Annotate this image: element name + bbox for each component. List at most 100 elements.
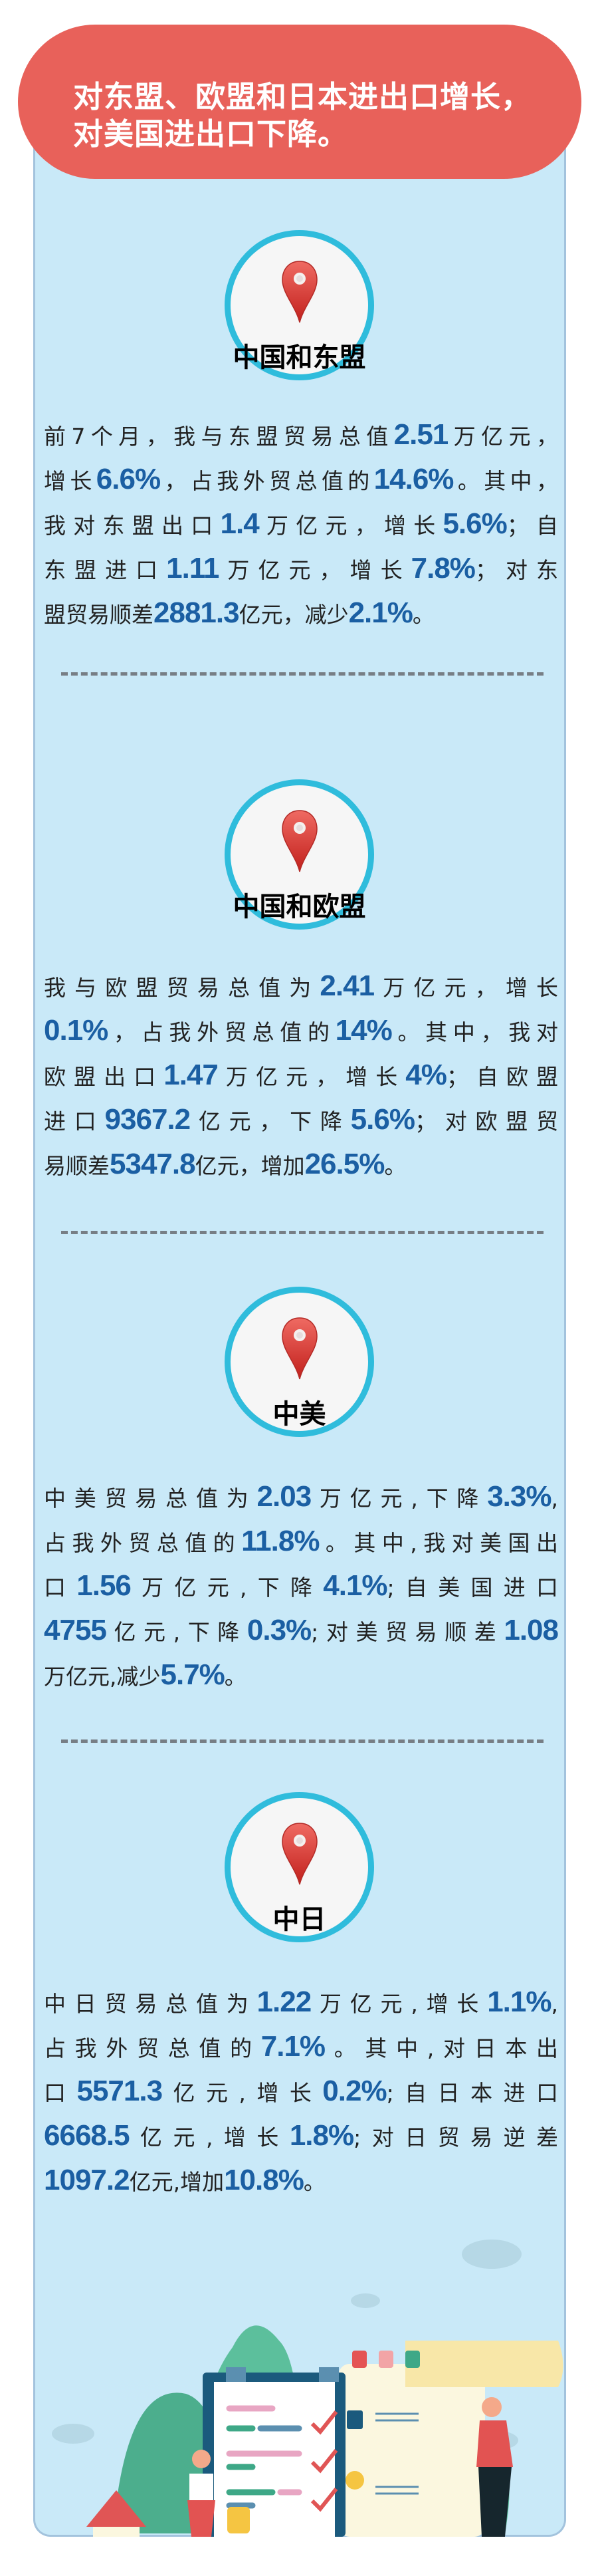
text-segment: 。 — [303, 2169, 326, 2195]
text-segment: 万亿元， — [448, 424, 558, 450]
text-segment: 万亿元，增长 — [374, 975, 559, 1001]
highlight-number: 6.6% — [96, 463, 161, 495]
text-segment: 。其中， — [453, 468, 559, 494]
text-segment: 亿元,下降 — [106, 1619, 247, 1645]
highlight-number: 26.5% — [304, 1148, 385, 1180]
highlight-number: 1.8% — [289, 2119, 354, 2152]
map-pin-icon — [281, 1822, 318, 1886]
text-segment: 。 — [412, 602, 435, 628]
text-segment: 欧盟出口 — [44, 1064, 164, 1090]
highlight-number: 2.41 — [320, 969, 375, 1002]
highlight-number: 5.7% — [160, 1658, 225, 1691]
text-segment: ;对美贸易顺差 — [311, 1619, 504, 1645]
text-segment: , — [551, 1991, 559, 2017]
text-segment: , — [551, 1485, 559, 1511]
highlight-number: 0.3% — [247, 1614, 312, 1646]
text-segment: 中美贸易总值为 — [44, 1485, 257, 1511]
text-segment: 东盟进口 — [44, 557, 167, 583]
text-segment: 万亿元,减少 — [44, 1664, 161, 1690]
text-segment: 万亿元,增长 — [311, 1991, 488, 2017]
highlight-number: 0.1% — [44, 1014, 108, 1047]
highlight-number: 2.1% — [348, 596, 413, 629]
text-segment: ;自美国进口 — [387, 1575, 558, 1601]
text-segment: 万亿元,下降 — [311, 1485, 488, 1511]
text-segment: 亿元,增加 — [129, 2169, 225, 2195]
text-line: 欧盟出口1.47万亿元，增长4%；自欧盟 — [44, 1053, 558, 1097]
text-segment: 万亿元，增长 — [217, 1064, 406, 1090]
highlight-number: 6668.5 — [44, 2119, 130, 2152]
highlight-number: 1.11 — [166, 552, 219, 584]
text-segment: 增长 — [44, 468, 96, 494]
section-title: 中日 — [272, 1904, 326, 1935]
text-segment: ;自日本进口 — [386, 2080, 559, 2106]
text-segment: 亿元,增长 — [129, 2125, 290, 2150]
highlight-number: 4755 — [44, 1614, 107, 1646]
text-line: 口5571.3亿元,增长0.2%;自日本进口 — [44, 2069, 558, 2113]
text-line: 万亿元,减少5.7%。 — [44, 1652, 558, 1697]
highlight-number: 2.03 — [256, 1480, 312, 1513]
highlight-number: 11.8% — [241, 1525, 320, 1557]
highlight-number: 2.51 — [393, 418, 449, 451]
text-segment: 。其中,对日本出 — [325, 2035, 558, 2061]
text-line: 我与欧盟贸易总值为2.41万亿元，增长 — [44, 964, 558, 1008]
text-line: 口1.56万亿元,下降4.1%;自美国进口 — [44, 1563, 558, 1608]
text-segment: 我对东盟出口 — [44, 513, 221, 539]
highlight-number: 1.22 — [256, 1986, 312, 2018]
text-segment: 万亿元，增长 — [258, 513, 443, 539]
section-divider — [61, 672, 544, 676]
highlight-number: 4% — [405, 1059, 447, 1091]
map-pin-icon — [281, 809, 318, 873]
map-pin-icon — [281, 1317, 318, 1380]
highlight-number: 14.6% — [373, 463, 454, 495]
text-line: 占我外贸总值的11.8%。其中,我对美国出 — [44, 1519, 558, 1563]
checklist-illustration — [52, 2240, 563, 2537]
highlight-number: 3.3% — [487, 1480, 551, 1513]
highlight-number: 7.8% — [411, 552, 476, 584]
text-segment: 易顺差 — [44, 1153, 110, 1179]
map-pin-icon — [281, 260, 318, 324]
text-segment: ；自欧盟 — [446, 1064, 559, 1090]
highlight-number: 1.08 — [504, 1614, 559, 1646]
highlight-number: 5.6% — [350, 1103, 415, 1136]
highlight-number: 4.1% — [323, 1569, 387, 1602]
text-segment: ，占我外贸总值的 — [108, 1019, 336, 1045]
text-segment: 万亿元,下降 — [130, 1575, 324, 1601]
text-line: 4755亿元,下降0.3%;对美贸易顺差1.08 — [44, 1608, 559, 1652]
text-segment: ；自 — [506, 513, 559, 539]
text-segment: ；对欧盟贸 — [414, 1108, 559, 1134]
section-paragraph: 中美贸易总值为2.03万亿元,下降3.3%, 占我外贸总值的11.8%。其中,我对… — [44, 1474, 559, 1697]
text-segment: 我与欧盟贸易总值为 — [44, 975, 320, 1001]
highlight-number: 1.1% — [487, 1986, 551, 2018]
section-title: 中国和欧盟 — [233, 892, 366, 922]
text-segment: 盟贸易顺差 — [44, 602, 153, 628]
text-line: 盟贸易顺差2881.3亿元，减少2.1%。 — [44, 590, 558, 635]
header-line-1: 对东盟、欧盟和日本进出口增长， — [73, 79, 532, 114]
text-segment: ；对东 — [474, 557, 559, 583]
section-paragraph: 我与欧盟贸易总值为2.41万亿元，增长 0.1%，占我外贸总值的14%。其中，我对… — [44, 964, 558, 1186]
header-line-2: 对美国进出口下降。 — [73, 116, 349, 152]
text-line: 进口9367.2亿元，下降5.6%；对欧盟贸 — [44, 1097, 558, 1142]
highlight-number: 14% — [335, 1014, 393, 1047]
section-badge: 中日 — [225, 1792, 374, 1942]
text-segment: 占我外贸总值的 — [44, 2035, 261, 2061]
text-segment: 口 — [44, 2080, 77, 2106]
text-line: 东盟进口1.11万亿元，增长7.8%；对东 — [44, 546, 558, 590]
text-segment: ;对日贸易逆差 — [353, 2125, 558, 2150]
text-line: 增长6.6%，占我外贸总值的14.6%。其中， — [44, 457, 558, 501]
section-title: 中国和东盟 — [233, 342, 366, 373]
section-paragraph: 前7个月，我与东盟贸易总值2.51万亿元， 增长6.6%，占我外贸总值的14.6%… — [44, 412, 558, 635]
text-segment: ，占我外贸总值的 — [160, 468, 374, 494]
text-line: 前7个月，我与东盟贸易总值2.51万亿元， — [44, 412, 558, 457]
text-line: 中美贸易总值为2.03万亿元,下降3.3%, — [44, 1474, 558, 1519]
text-segment: 。其中,我对美国出 — [319, 1530, 558, 1556]
text-segment: 口 — [44, 1575, 77, 1601]
text-line: 占我外贸总值的7.1%。其中,对日本出 — [44, 2024, 558, 2069]
text-segment: 亿元，减少 — [239, 602, 349, 628]
text-segment: 进口 — [44, 1108, 105, 1134]
section-title: 中美 — [272, 1399, 326, 1430]
highlight-number: 10.8% — [224, 2164, 304, 2196]
section-badge: 中美 — [225, 1287, 374, 1437]
text-line: 我对东盟出口1.4万亿元，增长5.6%；自 — [44, 501, 558, 546]
text-segment: 万亿元，增长 — [219, 557, 411, 583]
text-segment: 。 — [384, 1153, 407, 1179]
